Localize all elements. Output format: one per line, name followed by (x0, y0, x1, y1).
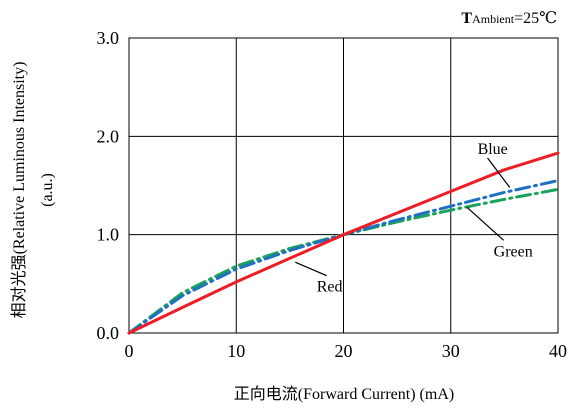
x-tick-label-2: 20 (335, 341, 353, 361)
leader-line-red (295, 261, 327, 277)
leader-line-green (466, 206, 505, 241)
x-axis-label: 正向电流(Forward Current) (mA) (234, 385, 454, 403)
x-tick-label-4: 40 (549, 341, 567, 361)
leader-lines (295, 157, 511, 277)
series-labels: Blue Green Red (317, 141, 533, 296)
annotation-subscript: Ambient (472, 12, 515, 26)
series-line-red (127, 151, 560, 335)
series-layer (127, 151, 560, 335)
y-tick-label-2: 2.0 (97, 126, 120, 146)
annotation-suffix: =25℃ (514, 10, 557, 27)
annotation-prefix: T (461, 10, 472, 27)
x-tick-label-3: 30 (442, 341, 460, 361)
series-label-red: Red (317, 279, 343, 296)
series-label-blue: Blue (478, 141, 508, 158)
y-tick-label-0: 0.0 (97, 323, 120, 343)
ambient-temperature-annotation: TAmbient=25℃ (461, 10, 557, 27)
y-tick-label-3: 3.0 (97, 28, 120, 48)
tick-labels: 0 10 20 30 40 0.0 1.0 2.0 3.0 (97, 28, 568, 361)
plot-area-border (128, 37, 559, 334)
y-axis-unit-label: (a.u.) (39, 173, 56, 207)
series-label-green: Green (494, 243, 533, 260)
y-axis-label: 相对光强(Relative Luminous Intensity) (10, 62, 28, 319)
leader-line-blue (487, 157, 511, 188)
plot-frame (128, 37, 559, 334)
y-tick-label-1: 1.0 (97, 225, 120, 245)
x-tick-label-1: 10 (227, 341, 245, 361)
x-tick-label-0: 0 (125, 341, 134, 361)
